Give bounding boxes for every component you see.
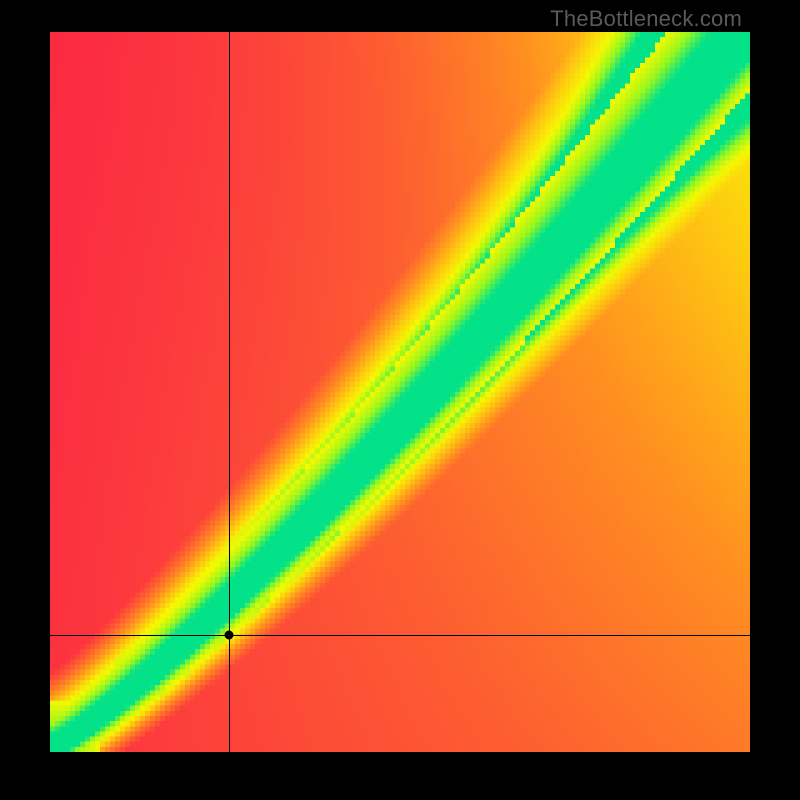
watermark-text: TheBottleneck.com — [550, 6, 742, 32]
marker-dot — [224, 631, 233, 640]
bottleneck-heatmap — [50, 32, 750, 752]
crosshair-vertical — [229, 32, 230, 752]
crosshair-horizontal — [50, 635, 750, 636]
heatmap-canvas — [50, 32, 750, 752]
